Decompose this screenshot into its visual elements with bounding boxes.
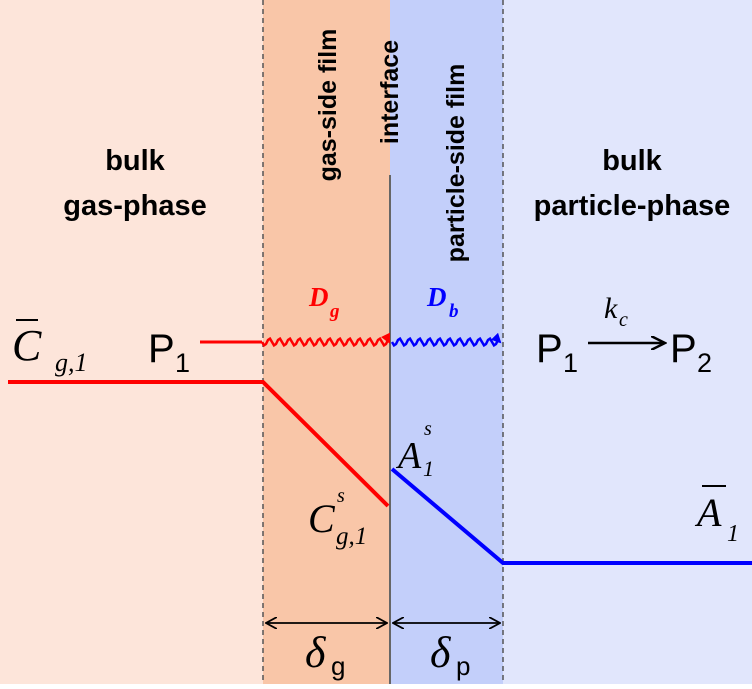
bulk-gas-label-line1: bulk	[105, 145, 165, 177]
bulk-particle-label-line2: particle-phase	[534, 190, 731, 222]
d-g-base: D	[308, 282, 329, 312]
bulk-gas-label-line2: gas-phase	[63, 190, 206, 222]
p1-right-sub: 1	[563, 348, 578, 378]
c-bar-sub: g,1	[55, 348, 88, 377]
particle-concentration-profile	[390, 467, 752, 565]
p1-right-base: P	[536, 327, 563, 371]
delta-p-base: δ	[430, 628, 452, 677]
c-s-sub: g,1	[336, 523, 367, 550]
k-c-base: k	[604, 292, 618, 325]
d-b-base: D	[426, 282, 447, 312]
particle-film-label: particle-side film	[442, 64, 470, 263]
k-c-sub: c	[619, 309, 628, 331]
gas-concentration-profile	[8, 380, 390, 508]
c-s-sup: s	[337, 485, 345, 507]
d-g-sub: g	[329, 301, 340, 322]
a-s-sup: s	[424, 418, 432, 440]
gas-film-label: gas-side film	[314, 29, 342, 182]
a-bar-sub: 1	[727, 521, 739, 547]
a-s-sub: 1	[423, 456, 434, 481]
gas-flux-wave-arrow	[260, 332, 391, 348]
delta-g-sub: g	[331, 651, 345, 681]
a-bar-base: A	[694, 490, 722, 535]
p1-left-sub: 1	[175, 348, 190, 378]
particle-flux-wave-arrow	[390, 332, 502, 348]
bulk-particle-label-line1: bulk	[602, 145, 662, 177]
c-bar-base: C	[12, 321, 42, 370]
p1-left-base: P	[148, 327, 175, 371]
c-s-base: C	[308, 496, 336, 541]
p2-base: P	[670, 327, 697, 371]
a-s-base: A	[395, 435, 422, 477]
delta-g-base: δ	[305, 628, 327, 677]
p2-sub: 2	[697, 348, 712, 378]
d-b-sub: b	[449, 301, 459, 322]
interface-label: interface	[376, 40, 404, 144]
delta-p-sub: p	[456, 651, 470, 681]
